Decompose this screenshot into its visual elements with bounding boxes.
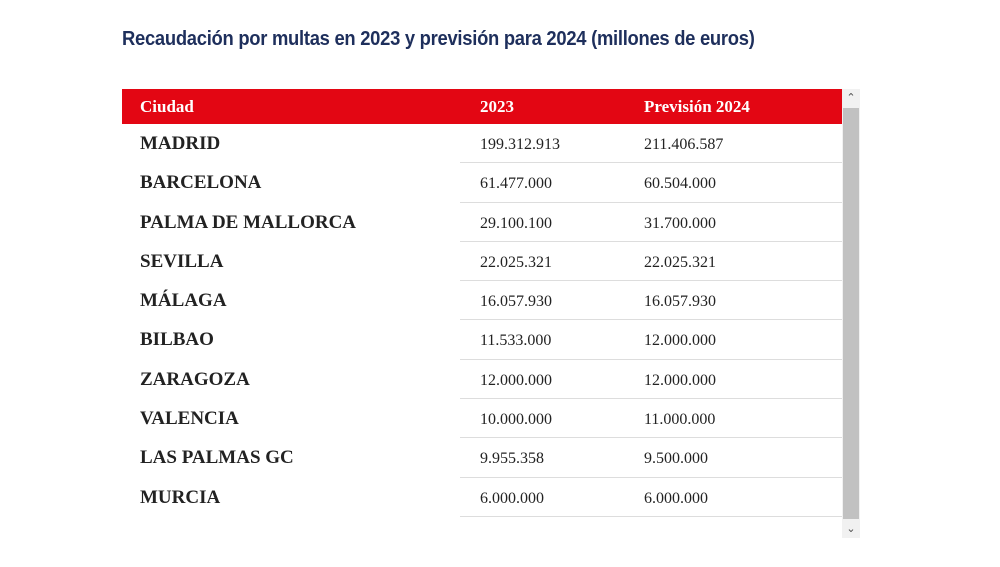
row-divider <box>460 201 842 203</box>
table-row: BARCELONA 61.477.000 60.504.000 <box>122 163 842 203</box>
row-divider <box>460 240 842 242</box>
table-row: MURCIA 6.000.000 6.000.000 <box>122 478 842 517</box>
value-2023-cell: 199.312.913 <box>480 136 560 153</box>
chevron-down-icon[interactable]: ⌄ <box>846 522 856 535</box>
table-row: PALMA DE MALLORCA 29.100.100 31.700.000 <box>122 203 842 242</box>
value-2024-cell: 12.000.000 <box>644 371 716 389</box>
row-divider <box>460 358 842 360</box>
value-2023-cell: 10.000.000 <box>480 411 552 429</box>
city-cell: VALENCIA <box>140 408 239 430</box>
table-row: ZARAGOZA 12.000.000 12.000.000 <box>122 360 842 400</box>
page-title: Recaudación por multas en 2023 y previsi… <box>122 28 755 50</box>
row-divider <box>460 515 842 517</box>
column-header-city: Ciudad <box>140 97 194 116</box>
row-divider <box>460 476 842 478</box>
fines-table: Ciudad 2023 Previsión 2024 MADRID 199.31… <box>122 89 842 538</box>
table-row: SEVILLA 22.025.321 22.025.321 <box>122 242 842 282</box>
chevron-up-icon[interactable]: ⌃ <box>846 91 856 104</box>
table-row: MADRID 199.312.913 211.406.587 <box>122 124 842 164</box>
city-cell: MÁLAGA <box>140 290 227 312</box>
value-2023-cell: 12.000.000 <box>480 371 552 389</box>
value-2024-cell: 60.504.000 <box>644 175 716 193</box>
value-2024-cell: 22.025.321 <box>644 253 716 271</box>
city-cell: BILBAO <box>140 329 214 351</box>
value-2023-cell: 11.533.000 <box>480 332 552 350</box>
value-2023-cell: 29.100.100 <box>480 214 552 232</box>
value-2023-cell: 16.057.930 <box>480 293 552 311</box>
row-divider <box>460 319 842 321</box>
row-divider <box>460 280 842 282</box>
table-container[interactable]: Ciudad 2023 Previsión 2024 MADRID 199.31… <box>122 89 862 538</box>
value-2023-cell: 9.955.358 <box>480 450 544 468</box>
scrollbar-thumb[interactable] <box>843 108 859 519</box>
row-divider <box>460 162 842 164</box>
row-divider <box>460 398 842 400</box>
table-row: BILBAO 11.533.000 12.000.000 <box>122 320 842 360</box>
vertical-scrollbar[interactable]: ⌃ ⌄ <box>842 89 860 538</box>
value-2024-cell: 6.000.000 <box>644 489 708 507</box>
value-2024-cell: 16.057.930 <box>644 293 716 311</box>
table-row: MÁLAGA 16.057.930 16.057.930 <box>122 281 842 321</box>
value-2024-cell: 9.500.000 <box>644 450 708 468</box>
city-cell: PALMA DE MALLORCA <box>140 211 357 233</box>
city-cell: ZARAGOZA <box>140 368 250 390</box>
table-row: LAS PALMAS GC 9.955.358 9.500.000 <box>122 438 842 478</box>
city-cell: BARCELONA <box>140 172 262 194</box>
value-2024-cell: 11.000.000 <box>644 411 716 429</box>
value-2023-cell: 6.000.000 <box>480 489 544 507</box>
column-header-2023: 2023 <box>480 97 514 116</box>
table-row: VALENCIA 10.000.000 11.000.000 <box>122 399 842 439</box>
value-2023-cell: 22.025.321 <box>480 253 552 271</box>
city-cell: SEVILLA <box>140 250 224 272</box>
table-header: Ciudad 2023 Previsión 2024 <box>122 89 842 124</box>
city-cell: MADRID <box>140 133 221 154</box>
value-2024-cell: 211.406.587 <box>644 136 724 153</box>
value-2024-cell: 12.000.000 <box>644 332 716 350</box>
row-divider <box>460 437 842 439</box>
city-cell: MURCIA <box>140 486 221 508</box>
city-cell: LAS PALMAS GC <box>140 447 294 469</box>
value-2024-cell: 31.700.000 <box>644 214 716 232</box>
value-2023-cell: 61.477.000 <box>480 175 552 193</box>
column-header-2024: Previsión 2024 <box>644 97 750 116</box>
table-body: MADRID 199.312.913 211.406.587 BARCELONA… <box>122 124 842 517</box>
